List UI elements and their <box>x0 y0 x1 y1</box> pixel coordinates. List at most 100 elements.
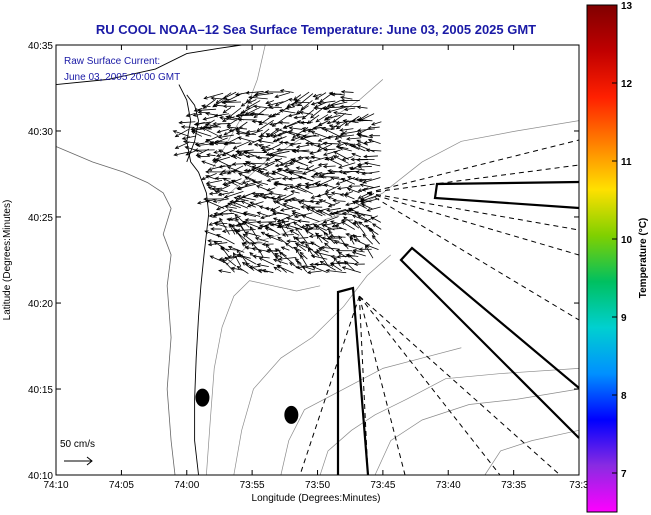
current-vector-head <box>242 233 247 238</box>
current-vector-head <box>283 164 289 168</box>
current-vector-head <box>280 246 285 251</box>
current-vector <box>175 141 190 149</box>
current-vector-head <box>241 109 246 114</box>
current-vector-head <box>272 200 277 204</box>
current-vector-head <box>238 254 244 259</box>
current-vector <box>238 137 256 143</box>
current-vector <box>304 228 319 230</box>
current-vector <box>243 211 261 217</box>
current-vector-head <box>212 159 217 163</box>
current-vector <box>213 156 231 163</box>
current-vector-head <box>302 134 307 139</box>
current-vector-head <box>265 100 270 105</box>
current-vector-head <box>253 114 258 119</box>
current-vector <box>359 178 372 182</box>
current-vector-head <box>310 254 316 259</box>
current-vector <box>222 149 235 157</box>
current-vector <box>307 114 320 124</box>
current-vector-head <box>319 98 324 103</box>
current-vector-head <box>342 119 347 123</box>
current-vector <box>293 247 302 252</box>
current-vector-head <box>182 139 188 144</box>
current-vector-head <box>304 226 309 231</box>
current-vector-head <box>270 196 275 200</box>
current-vector <box>331 121 341 130</box>
current-vector-head <box>357 164 362 169</box>
current-vector-head <box>206 153 211 157</box>
current-vector-head <box>300 120 305 125</box>
current-vector-head <box>305 184 310 188</box>
current-vector <box>323 165 336 167</box>
current-vector <box>227 115 243 127</box>
current-vector-head <box>294 148 300 153</box>
current-vector-head <box>305 166 310 171</box>
current-vector-head <box>258 205 264 210</box>
current-vector <box>225 205 237 209</box>
current-vector-head <box>264 171 270 176</box>
station-marker <box>195 388 210 407</box>
current-vector <box>358 193 369 199</box>
current-vector-head <box>310 131 316 135</box>
current-vector-head <box>312 93 317 98</box>
current-vector-head <box>204 122 210 127</box>
current-vector <box>289 127 303 130</box>
legend-line-1: Raw Surface Current: <box>64 56 160 67</box>
current-vector-head <box>326 120 331 125</box>
station-marker <box>284 405 299 424</box>
current-vector-head <box>318 247 323 252</box>
current-vector-head <box>364 224 370 229</box>
current-vector <box>365 245 374 259</box>
current-vector <box>217 128 229 133</box>
current-vector-head <box>325 116 330 120</box>
current-vector <box>331 192 341 195</box>
current-vector-head <box>345 253 350 258</box>
current-vector <box>271 170 281 175</box>
x-tick-label: 74:05 <box>109 480 134 491</box>
current-vector-head <box>330 191 336 196</box>
y-tick-label: 40:25 <box>28 213 53 224</box>
current-vector-head <box>249 226 254 231</box>
current-vector <box>251 112 264 115</box>
current-vector <box>233 154 242 160</box>
current-vector-head <box>284 167 290 172</box>
current-vector <box>254 92 274 97</box>
current-vector-head <box>328 234 334 239</box>
current-vector-head <box>345 202 350 207</box>
current-vector <box>307 221 326 230</box>
current-vector-head <box>271 123 277 127</box>
current-vector-head <box>197 108 202 113</box>
current-vector <box>280 207 294 211</box>
current-vector-head <box>329 156 335 161</box>
current-vector-head <box>315 200 320 205</box>
current-vector <box>214 113 230 117</box>
current-vector-head <box>292 246 298 251</box>
current-vector <box>352 251 366 257</box>
current-vector <box>358 135 373 139</box>
current-vector-head <box>352 248 357 253</box>
current-vector-head <box>319 260 324 265</box>
current-vector-head <box>345 232 350 237</box>
current-vector-head <box>287 170 292 175</box>
current-vector-head <box>259 132 265 137</box>
current-vector-head <box>343 107 349 112</box>
current-vector <box>270 205 281 212</box>
current-vector-head <box>361 187 367 192</box>
current-vector-head <box>272 211 277 216</box>
current-vector <box>245 180 263 186</box>
current-vector-head <box>297 200 303 205</box>
current-vector <box>208 240 223 243</box>
current-vector <box>316 249 329 266</box>
current-vector <box>318 100 336 104</box>
current-vector-head <box>364 244 369 250</box>
current-vector-head <box>248 112 254 117</box>
current-vector <box>247 165 262 173</box>
current-vector-head <box>241 194 246 198</box>
current-vector <box>289 158 304 164</box>
current-vector-head <box>252 104 258 109</box>
current-vector-head <box>306 120 312 125</box>
current-vector <box>363 155 378 158</box>
current-vector <box>366 149 382 152</box>
current-vector-head <box>294 98 299 103</box>
current-vector-head <box>174 133 179 138</box>
current-vector-head <box>314 232 320 237</box>
